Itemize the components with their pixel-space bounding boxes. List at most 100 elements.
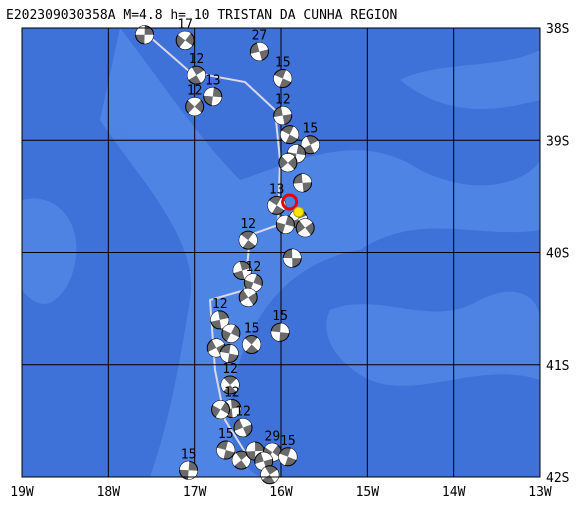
title: E202309030358A M=4.8 h= 10 TRISTAN DA CU… <box>6 8 397 23</box>
beachball-wedge <box>233 261 252 280</box>
beachball-wedge <box>283 249 302 268</box>
beachball-wedge <box>234 418 252 437</box>
y-tick-label: 42S <box>546 471 569 486</box>
depth-label: 12 <box>222 362 238 377</box>
depth-label: 12 <box>224 386 240 401</box>
beachball <box>186 65 206 85</box>
beachball <box>220 375 240 395</box>
beachball-wedge <box>242 337 261 352</box>
depth-label: 13 <box>205 73 221 88</box>
depth-label: 12 <box>235 405 251 420</box>
beachball <box>233 418 253 438</box>
depth-label: 12 <box>189 52 205 67</box>
beachball <box>270 322 290 342</box>
beachball-wedge <box>264 443 280 462</box>
beachball-wedge <box>177 31 193 50</box>
beachball <box>135 25 155 45</box>
depth-label: 13 <box>269 182 285 197</box>
beachball <box>238 287 258 307</box>
beachball-wedge <box>179 461 198 480</box>
depth-label: 15 <box>244 322 260 337</box>
depth-label: 12 <box>212 297 228 312</box>
beachball-wedge <box>250 42 269 61</box>
beachball <box>203 86 223 106</box>
beachball <box>242 335 262 355</box>
track <box>141 29 282 461</box>
depth-label: 12 <box>246 260 262 275</box>
beachball-wedge <box>301 136 320 153</box>
beachball-wedge <box>222 324 240 343</box>
beachball <box>243 273 263 293</box>
beachball-wedge <box>280 126 299 143</box>
beachball <box>278 153 298 173</box>
x-tick-label: 18W <box>97 485 121 500</box>
x-tick-label: 13W <box>528 485 552 500</box>
beachball-wedge <box>297 218 313 237</box>
beachball <box>275 214 295 234</box>
beachball <box>300 135 320 155</box>
beachball <box>238 230 258 250</box>
beachball-wedge <box>239 232 258 248</box>
beachball <box>295 218 315 238</box>
beachball-wedge <box>273 70 292 87</box>
beachball-wedge <box>271 323 290 342</box>
beachball-wedge <box>208 338 225 357</box>
beachball <box>231 450 251 470</box>
depth-label: 15 <box>303 122 319 137</box>
y-tick-label: 38S <box>546 22 569 37</box>
x-tick-label: 15W <box>356 485 380 500</box>
beachball-wedge <box>260 467 279 483</box>
beachball-wedge <box>212 400 229 419</box>
beachball <box>293 173 313 193</box>
depth-label: 15 <box>181 447 197 462</box>
y-tick-label: 41S <box>546 359 569 374</box>
beachball-wedge <box>240 288 256 307</box>
frame <box>21 27 541 478</box>
beachball <box>280 125 300 145</box>
beachball-wedge <box>135 25 154 44</box>
beachball-wedge <box>216 441 235 459</box>
beachball-wedge <box>232 453 251 468</box>
beachball-wedge <box>244 273 262 292</box>
beachball-wedge <box>203 87 222 106</box>
x-tick-label: 14W <box>442 485 466 500</box>
beachball-wedge <box>187 97 202 116</box>
depth-label: 12 <box>187 84 203 99</box>
depth-label: 12 <box>275 93 291 108</box>
beachball-wedge <box>287 144 306 163</box>
beachball-wedge <box>273 106 292 125</box>
depth-label: 17 <box>177 17 193 32</box>
beachball-wedge <box>187 67 206 83</box>
beachball <box>185 97 205 117</box>
beachball-wedge <box>220 344 239 363</box>
beachball-wedge <box>278 448 297 466</box>
beachball <box>249 42 269 62</box>
mainshock <box>281 193 299 211</box>
beachball <box>210 310 230 330</box>
beachball <box>216 440 236 460</box>
beachball-wedge <box>276 215 295 234</box>
x-tick-label: 19W <box>10 485 34 500</box>
beachball <box>211 400 231 420</box>
beachball <box>232 260 252 280</box>
depth-label: 15 <box>218 427 234 442</box>
beachball <box>221 323 241 343</box>
epicenter <box>293 206 305 218</box>
depth-label: 15 <box>280 434 296 449</box>
x-tick-label: 17W <box>183 485 207 500</box>
y-tick-label: 39S <box>546 134 569 149</box>
beachball <box>260 465 280 485</box>
depth-label: 29 <box>265 429 281 444</box>
beachball <box>219 344 239 364</box>
beachball-wedge <box>255 452 273 471</box>
x-tick-label: 16W <box>269 485 293 500</box>
beachball-wedge <box>281 153 295 172</box>
beachball <box>273 106 293 126</box>
beachball-wedge <box>221 378 240 392</box>
beachball <box>278 447 298 467</box>
beachball-wedge <box>210 310 229 329</box>
depth-label: 15 <box>275 56 291 71</box>
beachball <box>273 69 293 89</box>
y-tick-label: 40S <box>546 247 569 262</box>
